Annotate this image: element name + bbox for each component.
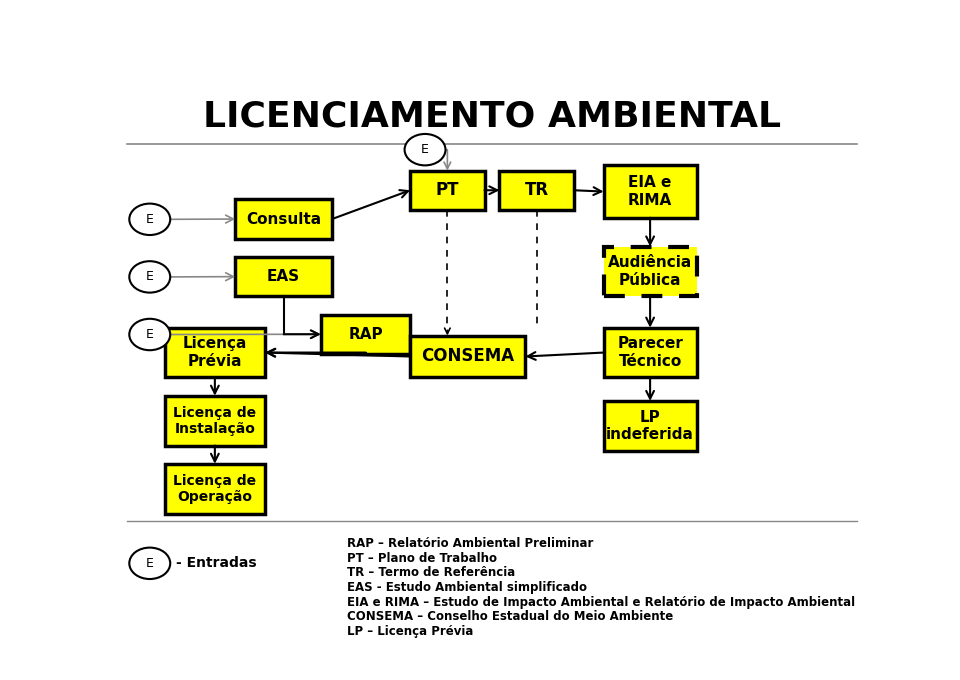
FancyBboxPatch shape	[499, 171, 574, 210]
Text: PT – Plano de Trabalho: PT – Plano de Trabalho	[347, 551, 497, 565]
Text: - Entradas: - Entradas	[176, 556, 256, 571]
Text: Licença de
Instalação: Licença de Instalação	[174, 405, 256, 436]
Text: Licença
Prévia: Licença Prévia	[182, 337, 247, 369]
Ellipse shape	[130, 319, 170, 350]
Text: PT: PT	[436, 182, 459, 199]
FancyBboxPatch shape	[604, 401, 697, 451]
Text: LP
indeferida: LP indeferida	[606, 409, 694, 442]
Ellipse shape	[130, 261, 170, 292]
Text: TR – Termo de Referência: TR – Termo de Referência	[347, 566, 516, 579]
FancyBboxPatch shape	[235, 257, 332, 296]
FancyBboxPatch shape	[321, 315, 410, 354]
Text: LP – Licença Prévia: LP – Licença Prévia	[347, 625, 473, 638]
Text: Parecer
Técnico: Parecer Técnico	[617, 337, 683, 369]
FancyBboxPatch shape	[604, 165, 697, 218]
Text: E: E	[146, 557, 154, 570]
Text: EAS - Estudo Ambiental simplificado: EAS - Estudo Ambiental simplificado	[347, 581, 587, 594]
Text: EAS: EAS	[267, 269, 300, 284]
Text: TR: TR	[524, 182, 549, 199]
Text: RAP – Relatório Ambiental Preliminar: RAP – Relatório Ambiental Preliminar	[347, 537, 593, 550]
Ellipse shape	[404, 134, 445, 165]
FancyBboxPatch shape	[604, 247, 697, 296]
Text: CONSEMA – Conselho Estadual do Meio Ambiente: CONSEMA – Conselho Estadual do Meio Ambi…	[347, 611, 673, 624]
Text: EIA e RIMA – Estudo de Impacto Ambiental e Relatório de Impacto Ambiental: EIA e RIMA – Estudo de Impacto Ambiental…	[347, 596, 855, 609]
FancyBboxPatch shape	[165, 396, 265, 445]
FancyBboxPatch shape	[604, 328, 697, 377]
FancyBboxPatch shape	[235, 199, 332, 239]
Text: Consulta: Consulta	[246, 211, 322, 226]
Text: Licença de
Operação: Licença de Operação	[174, 473, 256, 504]
FancyBboxPatch shape	[165, 464, 265, 513]
Ellipse shape	[130, 203, 170, 235]
FancyBboxPatch shape	[410, 335, 525, 377]
Text: CONSEMA: CONSEMA	[421, 347, 515, 365]
Text: Audiência
Pública: Audiência Pública	[608, 255, 692, 288]
Text: E: E	[421, 143, 429, 156]
Text: E: E	[146, 213, 154, 226]
Text: RAP: RAP	[348, 326, 383, 342]
Text: E: E	[146, 271, 154, 284]
Ellipse shape	[130, 547, 170, 579]
FancyBboxPatch shape	[165, 328, 265, 377]
Text: E: E	[146, 328, 154, 341]
Text: LICENCIAMENTO AMBIENTAL: LICENCIAMENTO AMBIENTAL	[203, 100, 781, 134]
Text: EIA e
RIMA: EIA e RIMA	[628, 175, 672, 208]
FancyBboxPatch shape	[410, 171, 485, 210]
